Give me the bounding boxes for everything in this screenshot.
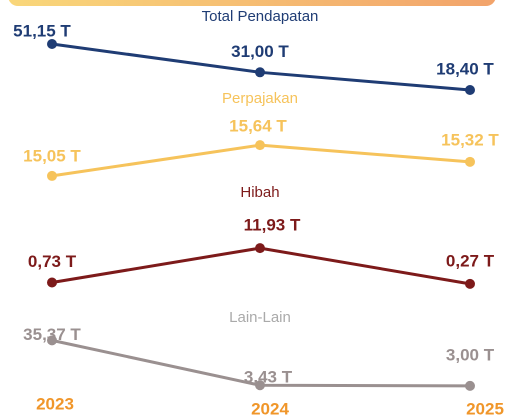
- value-label: 11,93 T: [244, 216, 301, 235]
- value-label: 0,27 T: [446, 251, 495, 270]
- value-label: 31,00 T: [231, 42, 289, 61]
- point: [255, 380, 265, 391]
- value-label: 51,15 T: [13, 21, 71, 40]
- chart-title: Hibah: [240, 184, 279, 201]
- point: [465, 156, 475, 167]
- x-tick-label: 2025: [466, 399, 504, 418]
- header-banner: [8, 0, 496, 6]
- value-label: 15,32 T: [441, 130, 499, 149]
- point: [47, 335, 57, 346]
- point: [465, 85, 475, 96]
- point: [255, 67, 265, 78]
- point: [47, 38, 57, 49]
- point: [465, 278, 475, 289]
- x-tick-label: 2024: [251, 399, 289, 418]
- value-label: 15,64 T: [229, 117, 287, 136]
- point: [255, 243, 265, 254]
- point: [47, 277, 57, 288]
- value-label: 18,40 T: [436, 60, 494, 79]
- point: [465, 380, 475, 391]
- line: [51, 246, 471, 286]
- chart-title: Lain-Lain: [229, 309, 291, 326]
- point: [47, 170, 57, 181]
- x-tick-label: 2023: [36, 394, 74, 413]
- value-label: 35,37 T: [23, 325, 81, 344]
- value-label: 15,05 T: [23, 146, 81, 165]
- value-label: 3,43 T: [244, 368, 293, 387]
- point: [255, 140, 265, 151]
- value-label: 3,00 T: [446, 345, 495, 364]
- chart-title: Total Pendapatan: [202, 8, 319, 25]
- value-label: 0,73 T: [28, 252, 77, 271]
- chart-title: Perpajakan: [222, 90, 298, 107]
